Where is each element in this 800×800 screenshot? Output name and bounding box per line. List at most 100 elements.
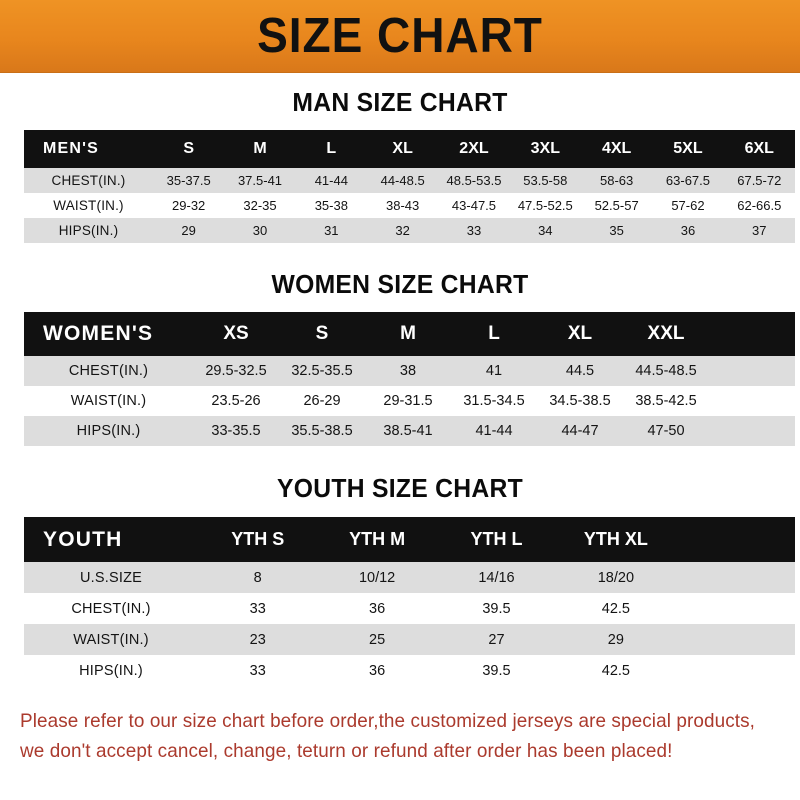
men-table-head: MEN'S S M L XL 2XL 3XL 4XL 5XL 6XL: [24, 130, 795, 168]
women-table-row: WAIST(IN.) 23.5-26 26-29 29-31.5 31.5-34.5 34…: [24, 386, 795, 416]
men-cell: 37.5-41: [237, 173, 283, 188]
women-cell: 44.5-48.5: [635, 363, 697, 379]
men-table-body: CHEST(IN.) 35-37.5 37.5-41 41-44 44-48.5 48.5…: [24, 168, 795, 243]
youth-size-section: YOUTH SIZE CHART YOUTH YTH S YTH M YTH L YT…: [24, 473, 795, 686]
men-col-header: S: [183, 140, 194, 157]
youth-cell: 42.5: [601, 600, 630, 617]
youth-table-row: CHEST(IN.) 33 36 39.5 42.5: [24, 593, 795, 624]
youth-cell: [676, 562, 795, 593]
men-cell: 35: [609, 223, 624, 238]
men-size-section: MAN SIZE CHART MEN'S S M L XL 2XL 3XL 4XL 5XL 6X…: [24, 87, 795, 243]
women-size-section: WOMEN SIZE CHART WOMEN'S XS S M L XL XXL CHES…: [24, 269, 795, 446]
men-table-row: WAIST(IN.) 29-32 32-35 35-38 38-43 43-47.5 47.…: [24, 193, 795, 218]
men-row-label: HIPS(IN.): [58, 223, 119, 238]
youth-cell: 10/12: [358, 569, 396, 586]
women-col-header: M: [400, 323, 416, 344]
youth-cell: 8: [253, 569, 262, 586]
women-cell: 38.5-41: [383, 423, 433, 439]
men-col-header: M: [253, 140, 267, 157]
women-cell: 47-50: [647, 423, 685, 439]
men-col-header: 5XL: [673, 140, 703, 157]
youth-size-table: YOUTH YTH S YTH M YTH L YTH XL U.S.SIZE 8 10/…: [24, 517, 795, 686]
page-banner: SIZE CHART: [0, 0, 800, 73]
women-col-header: L: [488, 323, 500, 344]
women-cell: 41-44: [475, 423, 513, 439]
youth-row-label: WAIST(IN.): [73, 631, 149, 648]
youth-col-header: YTH XL: [583, 529, 648, 549]
women-cell: 29-31.5: [383, 393, 433, 409]
men-cell: 29-32: [172, 198, 206, 213]
men-col-header: 6XL: [744, 140, 774, 157]
youth-cell: 33: [249, 662, 266, 679]
men-cell: 67.5-72: [737, 173, 782, 188]
men-col-header: 4XL: [601, 140, 632, 157]
men-cell: 31: [324, 223, 339, 238]
youth-cell: 23: [249, 631, 266, 648]
men-cell: 35-37.5: [166, 173, 211, 188]
men-cell: 35-38: [314, 198, 348, 213]
men-cell: 33: [466, 223, 482, 238]
youth-cell: 27: [488, 631, 505, 648]
youth-table-row: WAIST(IN.) 23 25 27 29: [24, 624, 795, 655]
men-cell: 57-62: [671, 198, 705, 213]
youth-cell: 25: [369, 631, 386, 648]
youth-section-title: YOUTH SIZE CHART: [276, 473, 524, 503]
men-cell: 47.5-52.5: [517, 198, 573, 213]
women-table-row: HIPS(IN.) 33-35.5 35.5-38.5 38.5-41 41-44 44-…: [24, 416, 795, 446]
men-table-row: CHEST(IN.) 35-37.5 37.5-41 41-44 44-48.5 48.5…: [24, 168, 795, 193]
men-cell: 58-63: [600, 173, 634, 188]
women-cell: 35.5-38.5: [291, 423, 353, 439]
youth-row-label: CHEST(IN.): [71, 600, 151, 617]
women-row-label: CHEST(IN.): [68, 363, 149, 379]
notice-line-2: we don't accept cancel, change, teturn o…: [20, 740, 673, 762]
women-cell: [709, 416, 795, 446]
women-cell: 29.5-32.5: [205, 363, 267, 379]
youth-cell: 36: [369, 600, 386, 617]
youth-col-header: YTH S: [231, 529, 285, 549]
men-section-title: MAN SIZE CHART: [292, 87, 508, 117]
men-cell: 44-48.5: [380, 173, 425, 188]
men-header-row: MEN'S S M L XL 2XL 3XL 4XL 5XL 6XL: [24, 130, 795, 168]
women-table-head: WOMEN'S XS S M L XL XXL: [24, 312, 795, 356]
men-col-header: 3XL: [530, 140, 560, 157]
women-col-header: XS: [223, 323, 249, 344]
youth-table-row: U.S.SIZE 8 10/12 14/16 18/20: [24, 562, 795, 593]
women-cell: 44-47: [561, 423, 599, 439]
youth-cell: 18/20: [597, 569, 635, 586]
men-cell: 62-66.5: [737, 198, 782, 213]
youth-cell: 39.5: [482, 600, 511, 617]
women-cell: [709, 386, 795, 416]
youth-cell: [676, 624, 795, 655]
women-cell: 44.5: [565, 363, 595, 379]
women-corner-label: WOMEN'S: [43, 322, 154, 345]
men-corner-label: MEN'S: [43, 140, 100, 157]
youth-col-header: YTH M: [349, 529, 406, 549]
men-cell: 41-44: [314, 173, 348, 188]
men-cell: 32: [395, 223, 410, 238]
women-cell: [709, 356, 795, 386]
women-cell: 38.5-42.5: [635, 393, 697, 409]
women-cell: 26-29: [303, 393, 341, 409]
youth-cell: 29: [607, 631, 624, 648]
men-col-header: 2XL: [459, 140, 489, 157]
youth-col-header: [676, 517, 795, 562]
men-row-label: WAIST(IN.): [53, 198, 124, 213]
men-cell: 63-67.5: [665, 173, 710, 188]
men-col-header: L: [326, 140, 337, 157]
men-cell: 34: [538, 223, 553, 238]
women-cell: 34.5-38.5: [549, 393, 611, 409]
notice-line-1: Please refer to our size chart before or…: [20, 710, 756, 732]
women-col-header: S: [315, 323, 329, 344]
men-table-row: HIPS(IN.) 29 30 31 32 33 34 35 36 37: [24, 218, 795, 243]
men-cell: 32-35: [243, 198, 277, 213]
men-cell: 29: [181, 223, 196, 238]
youth-table-head: YOUTH YTH S YTH M YTH L YTH XL: [24, 517, 795, 562]
youth-cell: [676, 655, 795, 686]
men-col-header: XL: [392, 140, 413, 157]
youth-cell: 33: [249, 600, 266, 617]
men-cell: 30: [252, 223, 268, 238]
youth-corner-label: YOUTH: [43, 527, 123, 551]
men-row-label: CHEST(IN.): [51, 173, 126, 188]
youth-cell: 39.5: [482, 662, 511, 679]
youth-header-row: YOUTH YTH S YTH M YTH L YTH XL: [24, 517, 795, 562]
